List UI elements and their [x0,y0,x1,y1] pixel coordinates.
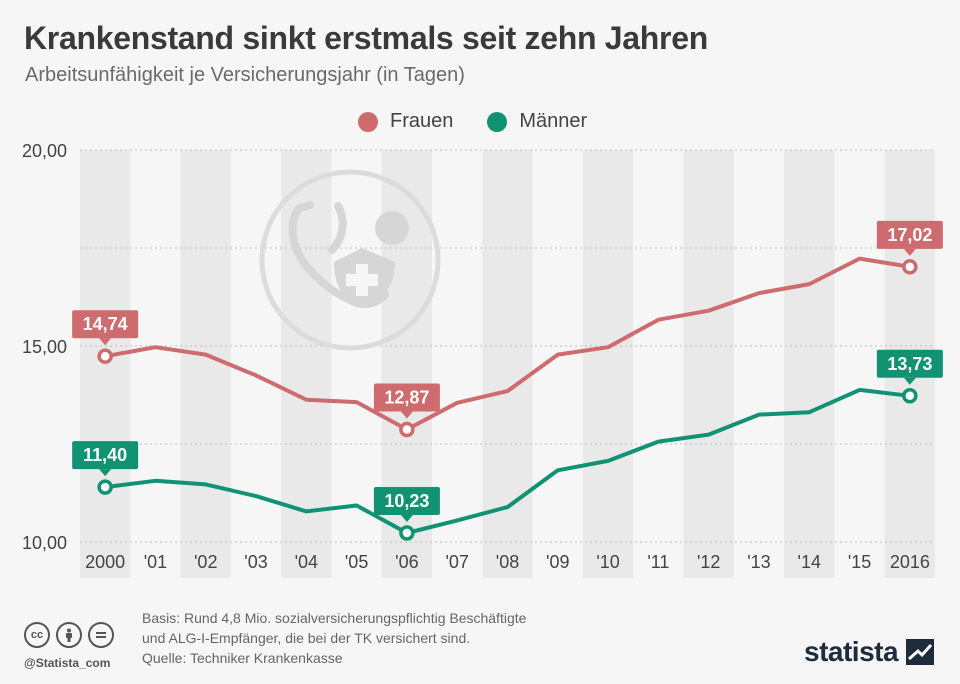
data-point-marker [902,388,918,404]
x-tick-label: '13 [747,552,770,572]
data-point-marker [399,525,415,541]
x-tick-label: '01 [144,552,167,572]
basis-note-line-1: Basis: Rund 4,8 Mio. sozialversicherungs… [142,610,527,626]
legend-item-frauen: Frauen [358,110,453,133]
data-point-marker [902,259,918,275]
by-icon[interactable] [56,622,82,648]
data-point-marker [97,348,113,364]
footer-notes: Basis: Rund 4,8 Mio. sozialversicherungs… [142,608,526,668]
x-tick-label: '11 [647,552,669,572]
legend-label-frauen: Frauen [390,110,454,132]
legend: Frauen Männer [358,110,587,133]
x-tick-label: '03 [244,552,267,572]
data-label-box [72,310,139,339]
x-tick-label: '14 [798,552,821,572]
x-tick-label: '10 [596,552,619,572]
data-label-pointer [400,411,413,419]
legend-label-maenner: Männer [519,110,588,132]
x-tick-label: '15 [848,552,871,572]
data-point-marker [399,421,415,438]
statista-logo-icon [906,639,935,665]
cc-icon[interactable]: cc [24,622,50,648]
column-band [784,150,835,578]
y-tick-label: 10,00 [22,533,67,553]
statista-logo[interactable]: statista [804,636,935,668]
data-label-box [72,441,139,470]
x-tick-label: '06 [395,552,418,572]
x-tick-label: 2016 [890,552,930,572]
legend-item-maenner: Männer [487,110,587,133]
series-line-0 [103,256,912,432]
license-icons: cc [24,622,114,648]
legend-marker-frauen [358,111,378,132]
data-label: 12,87 [384,387,429,407]
data-label-pointer [903,248,916,256]
x-tick-label: '05 [345,552,368,572]
data-label: 14,74 [83,314,128,334]
data-label-box [373,383,440,412]
legend-marker-maenner [487,111,508,132]
data-label-box [876,220,943,249]
x-tick-label: '02 [194,552,217,572]
x-tick-label: '07 [445,552,468,572]
x-tick-label: '04 [295,552,318,572]
data-label: 17,02 [887,225,932,245]
source-note: Quelle: Techniker Krankenkasse [142,650,343,666]
column-band [281,150,332,578]
column-band [180,150,231,578]
emblem-cross [346,264,378,296]
basis-note-line-2: und ALG-I-Empfänger, die bei der TK vers… [142,630,471,646]
x-tick-label: '09 [546,552,569,572]
y-tick-label: 20,00 [22,141,67,161]
data-label-pointer [400,514,413,522]
data-label-pointer [903,377,916,385]
x-tick-label: '12 [697,552,720,572]
statista-wordmark: statista [804,636,899,667]
chart-title: Krankenstand sinkt erstmals seit zehn Ja… [24,20,708,56]
data-label: 10,23 [384,491,429,511]
data-label-box [876,349,943,378]
data-label: 13,73 [887,354,932,374]
line-chart: 10,00 15,00 20,00 2000 '01 '02 '03 '04 '05 '06 '07… [22,141,943,578]
column-band [683,150,734,578]
x-tick-label: 2000 [85,552,125,572]
emblem-circle [259,169,441,351]
column-band [80,150,131,578]
y-tick-label: 15,00 [22,337,67,357]
data-point-marker [97,479,113,495]
nd-icon[interactable] [88,622,114,648]
data-label-box [373,486,440,515]
data-label: 11,40 [83,445,127,465]
data-label-pointer [99,469,112,477]
x-tick-label: '08 [496,552,519,572]
emblem-stethoscope-earpiece [296,201,347,254]
column-band [582,150,634,578]
emblem-chestpiece [375,211,409,245]
series-line-1 [103,387,912,535]
chart-subtitle: Arbeitsunfähigkeit je Versicherungsjahr … [25,64,465,86]
statista-handle[interactable]: @Statista_com [24,656,111,670]
data-label-pointer [99,338,112,346]
